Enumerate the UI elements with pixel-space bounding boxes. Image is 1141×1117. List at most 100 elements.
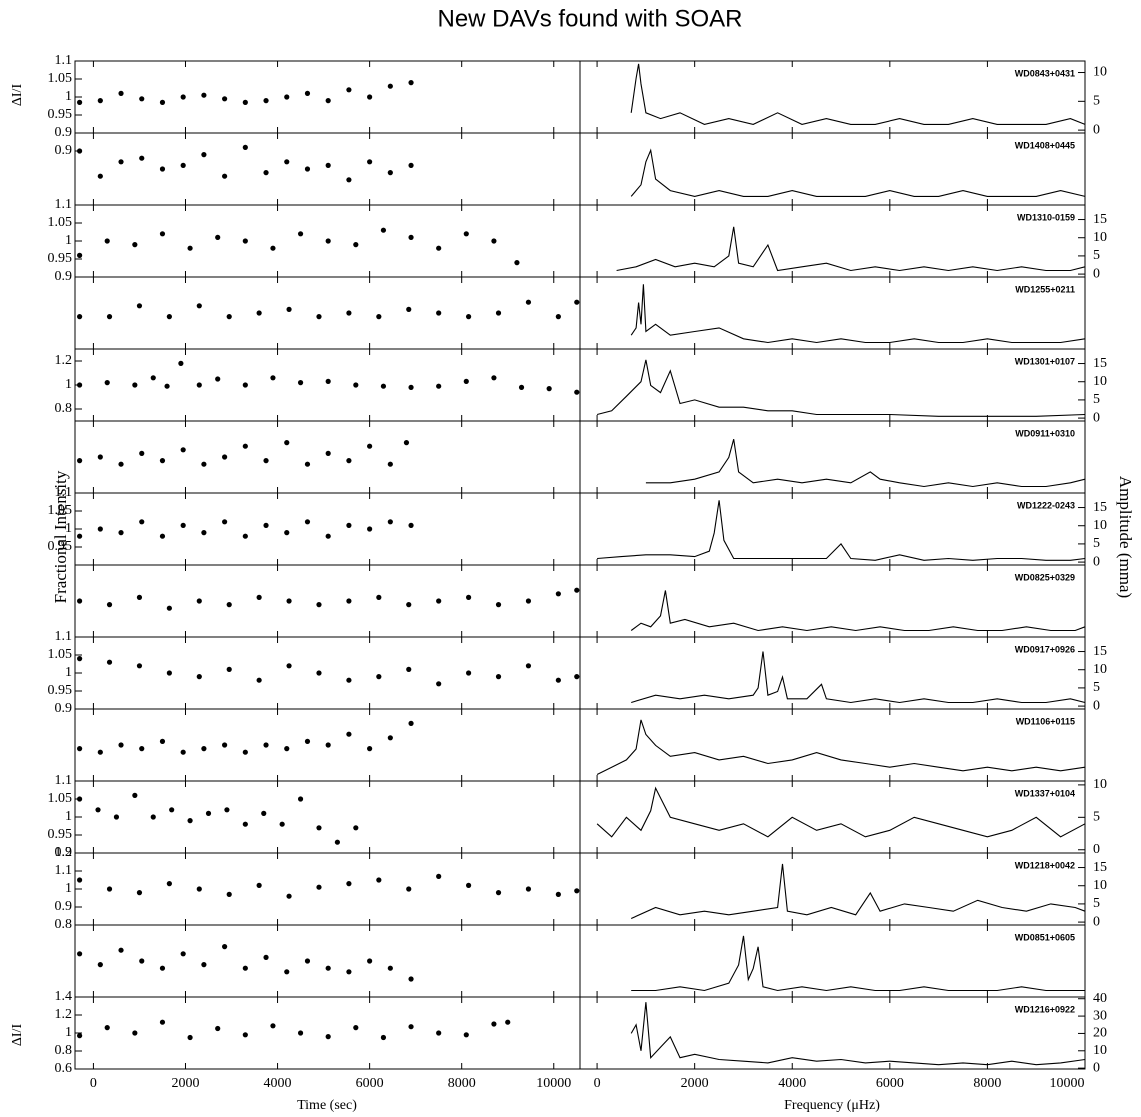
data-point [187, 245, 193, 251]
y-tick-label: 0.8 [55, 401, 73, 416]
data-point [242, 443, 248, 449]
y-tick-label: 1.1 [55, 629, 73, 644]
data-point [495, 890, 502, 896]
data-point [408, 162, 414, 168]
panel-frame [579, 420, 1086, 494]
y-tick-label: 0.95 [48, 539, 73, 554]
spectrum-line [630, 590, 1086, 632]
data-point [346, 969, 352, 975]
panel-frame [74, 924, 581, 998]
y-tick-label: 0 [1093, 554, 1100, 569]
spectrum-line [616, 226, 1086, 272]
spectrum-line [630, 284, 1086, 344]
data-point [406, 666, 412, 673]
data-point [139, 519, 145, 525]
spectrum-line [596, 719, 1086, 775]
data-point [353, 1025, 359, 1031]
data-point [436, 310, 442, 316]
data-point [180, 162, 186, 168]
data-point [505, 1019, 511, 1025]
star-name: WD1222-0243 [1017, 500, 1075, 510]
x-tick-label: 6000 [356, 1076, 384, 1091]
data-point [224, 807, 230, 813]
data-point [346, 177, 352, 183]
data-point [201, 461, 207, 467]
y-tick-label: 5 [1093, 896, 1100, 911]
data-point [408, 234, 414, 240]
data-point [387, 170, 393, 176]
data-point [403, 440, 410, 446]
data-point [196, 303, 202, 309]
y-tick-label: 1 [65, 377, 72, 392]
panel-frame [579, 60, 1086, 134]
data-point [150, 814, 156, 820]
y-tick-label: 15 [1093, 644, 1107, 659]
data-point [525, 663, 532, 669]
data-point [304, 166, 311, 172]
data-point [201, 530, 207, 536]
y-tick-label: 1.2 [55, 353, 73, 368]
data-point [242, 238, 248, 244]
data-point [242, 144, 248, 150]
data-point [297, 231, 304, 237]
y-tick-label: 1.1 [55, 773, 73, 788]
data-point [491, 375, 497, 381]
panel-frame [74, 852, 581, 926]
data-point [574, 587, 580, 593]
data-point [465, 594, 472, 601]
data-point [346, 522, 352, 529]
spectrum-line [630, 148, 1086, 197]
star-name: WD0851+0605 [1015, 932, 1075, 942]
y-axis-label: Fractional Intensity [51, 470, 70, 603]
star-name: WD1106+0115 [1016, 716, 1075, 726]
y-tick-label: 1.05 [48, 647, 73, 662]
x-tick-label: 2000 [171, 1076, 199, 1091]
data-point [270, 375, 276, 381]
spectrum-line [645, 439, 1086, 488]
y-tick-label: 1.4 [55, 989, 73, 1004]
y-tick-label: 15 [1093, 212, 1107, 227]
y-tick-label: 1 [65, 1025, 72, 1040]
data-point [263, 458, 269, 464]
data-point [166, 314, 172, 320]
data-point [196, 674, 202, 680]
data-point [222, 742, 228, 748]
panel-frame [579, 276, 1086, 350]
data-point [159, 458, 166, 464]
star-name: WD0911+0310 [1015, 428, 1075, 438]
panel-frame [579, 780, 1086, 854]
data-point [159, 1019, 166, 1025]
y-axis-label: Amplitude (mma) [1116, 476, 1135, 598]
data-point [316, 602, 322, 608]
data-point [436, 598, 442, 604]
data-point [77, 148, 83, 154]
panel-frame [74, 996, 581, 1070]
y-tick-label: 0.8 [55, 917, 73, 932]
star-name: WD0825+0329 [1015, 572, 1075, 582]
y-tick-label: 0.6 [55, 1061, 73, 1076]
spectrum-line [630, 1002, 1086, 1066]
data-point [222, 96, 228, 102]
data-point [346, 881, 352, 887]
data-point [436, 383, 442, 389]
y-tick-label: 1.1 [55, 53, 73, 68]
data-point [376, 674, 382, 680]
panel-frame [74, 420, 581, 494]
data-point [555, 314, 561, 320]
x-axis-label: Time (sec) [297, 1098, 357, 1113]
data-point [97, 962, 103, 968]
data-point [222, 944, 228, 950]
data-point [408, 1024, 414, 1030]
data-point [286, 598, 292, 604]
data-point [201, 746, 207, 752]
y-tick-label: 1.1 [55, 863, 73, 878]
panel-frame [579, 492, 1086, 566]
data-point [196, 598, 202, 604]
data-point [304, 738, 311, 745]
star-name: WD1216+0922 [1015, 1004, 1075, 1014]
data-point [132, 792, 138, 799]
spectrum-line [630, 63, 1086, 125]
spectrum-line [596, 359, 1086, 417]
data-point [555, 677, 561, 683]
data-point [546, 386, 552, 392]
